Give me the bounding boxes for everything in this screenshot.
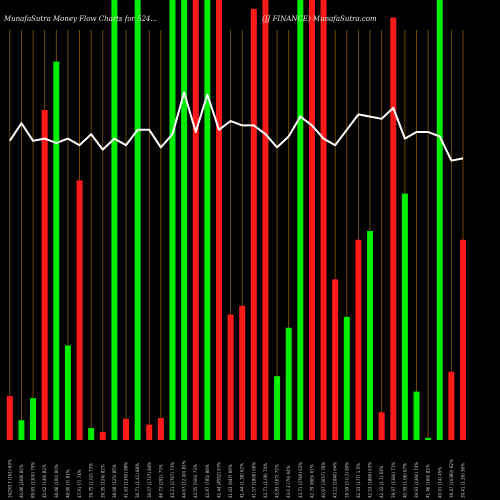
- bar-series: [6, 0, 466, 441]
- x-tick-label: 39.35 (124) 82%: [100, 464, 105, 498]
- bar: [215, 0, 222, 440]
- x-tick-label: 16/2017 (161) 60%: [7, 459, 12, 498]
- x-tick-label: 42.97 (785) 88%: [205, 464, 210, 498]
- x-tick-label: 43.55 (500) 73%: [193, 464, 198, 498]
- x-tick-label: 43.71 (3760) 63%: [298, 462, 303, 498]
- money-flow-line: [8, 91, 464, 162]
- x-tick-label: 39.75 (1.02) 73%: [89, 463, 94, 498]
- bar: [239, 305, 246, 440]
- bar: [425, 437, 432, 440]
- bar: [169, 0, 176, 440]
- bar: [64, 345, 71, 440]
- x-tick-label: 39.97 (1360) 71%: [391, 462, 396, 498]
- x-tick-label: 38.66 (100) 60%: [54, 464, 59, 498]
- x-tick-label: 43.12 (1840) 64%: [333, 462, 338, 498]
- bar: [378, 412, 385, 440]
- bar: [30, 398, 37, 440]
- x-tick-label: 89.65 (1300) 79%: [31, 462, 36, 498]
- bar: [99, 432, 106, 440]
- x-tick-label: 43.21 (2767) 73%: [170, 462, 175, 498]
- x-tick-label: 40.96 (168) 82%: [19, 464, 24, 498]
- bar: [134, 0, 141, 440]
- bar: [192, 0, 199, 440]
- x-tick-label: 42.53 (1860) 63%: [368, 462, 373, 498]
- bar: [111, 0, 118, 440]
- x-tick-label: 42.44 (4552) 67%: [216, 462, 221, 498]
- bar: [355, 239, 362, 440]
- bar: [181, 0, 188, 440]
- bar: [367, 231, 374, 440]
- bar: [332, 279, 339, 440]
- bar: [204, 0, 211, 440]
- bar: [157, 418, 164, 440]
- bar: [53, 61, 60, 440]
- chart-title-left: MunafaSutra Money Flow Charts for 524...: [3, 15, 157, 23]
- bar: [285, 327, 292, 440]
- bar: [18, 420, 25, 440]
- x-tick-label: 40.91 (14) 45%: [437, 467, 442, 498]
- x-tick-label: 36.71 (1.41) 88%: [135, 463, 140, 498]
- chart-title-right: (JJ FINANCE) MunafaSutra.com: [262, 15, 377, 23]
- x-tick-label: 43.71 (1.08) 74%: [263, 463, 268, 498]
- x-tick-label: 40.59 (1.06) 67%: [402, 463, 407, 498]
- bar: [401, 193, 408, 440]
- bar: [320, 0, 327, 440]
- x-tick-label: 39.59 (3 0.2) 84%: [344, 462, 349, 498]
- x-tick-label: 38.68 (125) 85%: [112, 464, 117, 498]
- x-tick-label: 42.33 (177) 1.5%: [356, 463, 361, 498]
- bar: [76, 180, 83, 440]
- x-tick-label: 36.07 (1737) 84%: [147, 462, 152, 498]
- bar: [41, 110, 48, 440]
- x-tick-label: 47.91 (7) 74%: [77, 469, 82, 498]
- bar: [459, 239, 466, 440]
- bar: [274, 376, 281, 440]
- x-tick-label: 44.67 (12.00) 81%: [182, 460, 187, 498]
- bar: [343, 316, 350, 440]
- x-tick-label: 42.79 (865) 61%: [309, 464, 314, 498]
- x-tick-label: 41.63 (947) 66%: [228, 464, 233, 498]
- bar: [88, 428, 95, 440]
- x-tick-label: 39.93 (1360) 74%: [414, 462, 419, 498]
- x-tick-label: 45.62 (149) 82%: [42, 464, 47, 498]
- bar: [390, 17, 397, 440]
- bar: [6, 396, 13, 440]
- x-tick-label: 39.41 (1.26) 36%: [460, 463, 465, 498]
- bar: [227, 314, 234, 440]
- bar: [123, 418, 130, 440]
- x-tick-label: 41.46 (169) 82%: [426, 464, 431, 498]
- x-tick-label: 48.90 (7) 81%: [65, 469, 70, 498]
- x-tick-label: 39.47 (10380) 62%: [449, 459, 454, 498]
- x-tick-label: 40.97 (3057) 76%: [321, 462, 326, 498]
- x-tick-label: 46.73 (291) 73%: [158, 464, 163, 498]
- bar: [250, 8, 257, 441]
- x-tick-label: 43.83 (167) 72%: [275, 464, 280, 498]
- bar: [413, 391, 420, 440]
- bar: [146, 424, 153, 440]
- x-tick-labels: 16/2017 (161) 60% 40.96 (168) 82% 89.65 (1…: [7, 459, 465, 498]
- x-tick-label: 43.6 2 (79) 64%: [286, 465, 291, 498]
- bar: [436, 0, 443, 440]
- x-tick-label: 41.57 (1806) 66%: [251, 462, 256, 498]
- x-tick-label: 41.63 (1345) 88%: [124, 462, 129, 498]
- x-tick-label: 42.32 (1.1) 63%: [379, 465, 384, 498]
- bar: [262, 0, 269, 440]
- x-tick-label: 41.44 (1.38) 62%: [240, 463, 245, 498]
- bar: [297, 0, 304, 440]
- bar: [308, 0, 315, 440]
- bar: [448, 371, 455, 440]
